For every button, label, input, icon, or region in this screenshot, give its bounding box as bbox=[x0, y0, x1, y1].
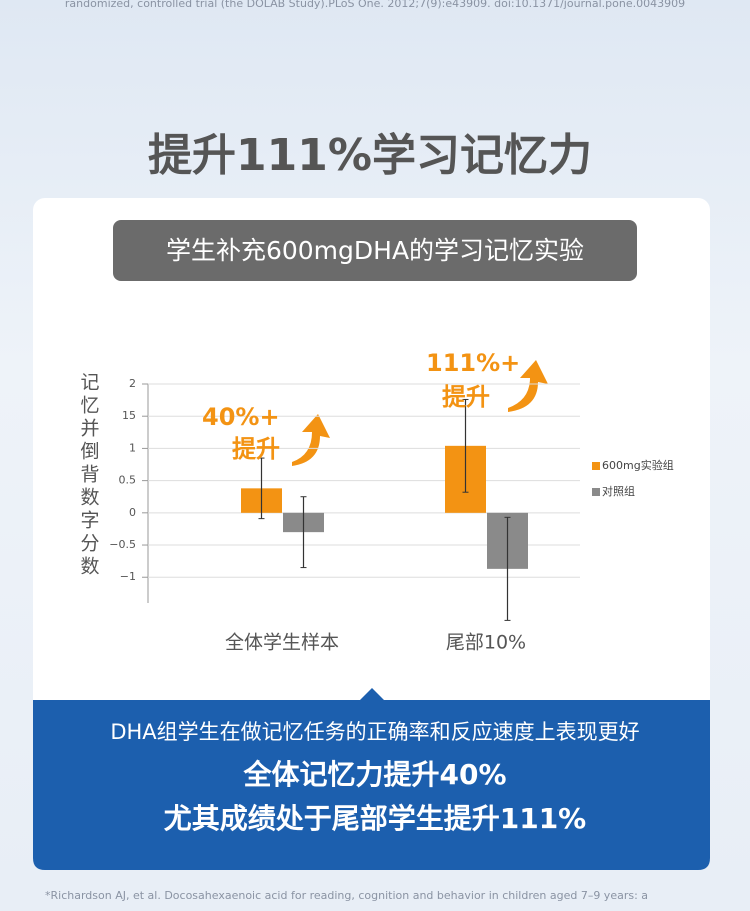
title-pill bbox=[113, 220, 637, 281]
summary-line: 全体记忆力提升40% bbox=[242, 758, 506, 791]
y-tick-label: 2 bbox=[129, 377, 136, 390]
annotation: 40%+ bbox=[202, 403, 280, 431]
summary-line: DHA组学生在做记忆任务的正确率和反应速度上表现更好 bbox=[110, 720, 639, 744]
annotation: 提升 bbox=[442, 383, 490, 411]
legend-swatch bbox=[592, 462, 600, 470]
arrow-icon bbox=[292, 414, 330, 466]
y-tick-label: 0.5 bbox=[119, 474, 137, 487]
annotation: 111%+ bbox=[426, 349, 520, 377]
bottom-citation: *Richardson AJ, et al. Docosahexaenoic a… bbox=[45, 889, 648, 902]
legend-swatch bbox=[592, 488, 600, 496]
annotation: 提升 bbox=[232, 435, 280, 463]
heading: 提升111%学习记忆力 bbox=[148, 130, 592, 181]
summary-line: 尤其成绩处于尾部学生提升111% bbox=[164, 802, 587, 835]
top-citation: randomized, controlled trial (the DOLAB … bbox=[65, 0, 685, 10]
chart-title: 学生补充600mgDHA的学习记忆实验 bbox=[166, 236, 584, 265]
y-tick-label: 1 bbox=[129, 441, 136, 454]
y-tick-label: −0.5 bbox=[109, 538, 136, 551]
y-tick-label: −1 bbox=[120, 570, 136, 583]
arrow-icon bbox=[508, 360, 548, 412]
summary-panel bbox=[33, 688, 710, 870]
legend-label: 600mg实验组 bbox=[602, 458, 674, 472]
y-tick-label: 0 bbox=[129, 506, 136, 519]
legend-label: 对照组 bbox=[602, 484, 635, 498]
y-axis-label: 记忆并倒背数字分数 bbox=[78, 372, 100, 579]
x-tick-label: 尾部10% bbox=[446, 632, 526, 654]
y-tick-label: 15 bbox=[122, 409, 136, 422]
x-tick-label: 全体学生样本 bbox=[225, 632, 339, 654]
